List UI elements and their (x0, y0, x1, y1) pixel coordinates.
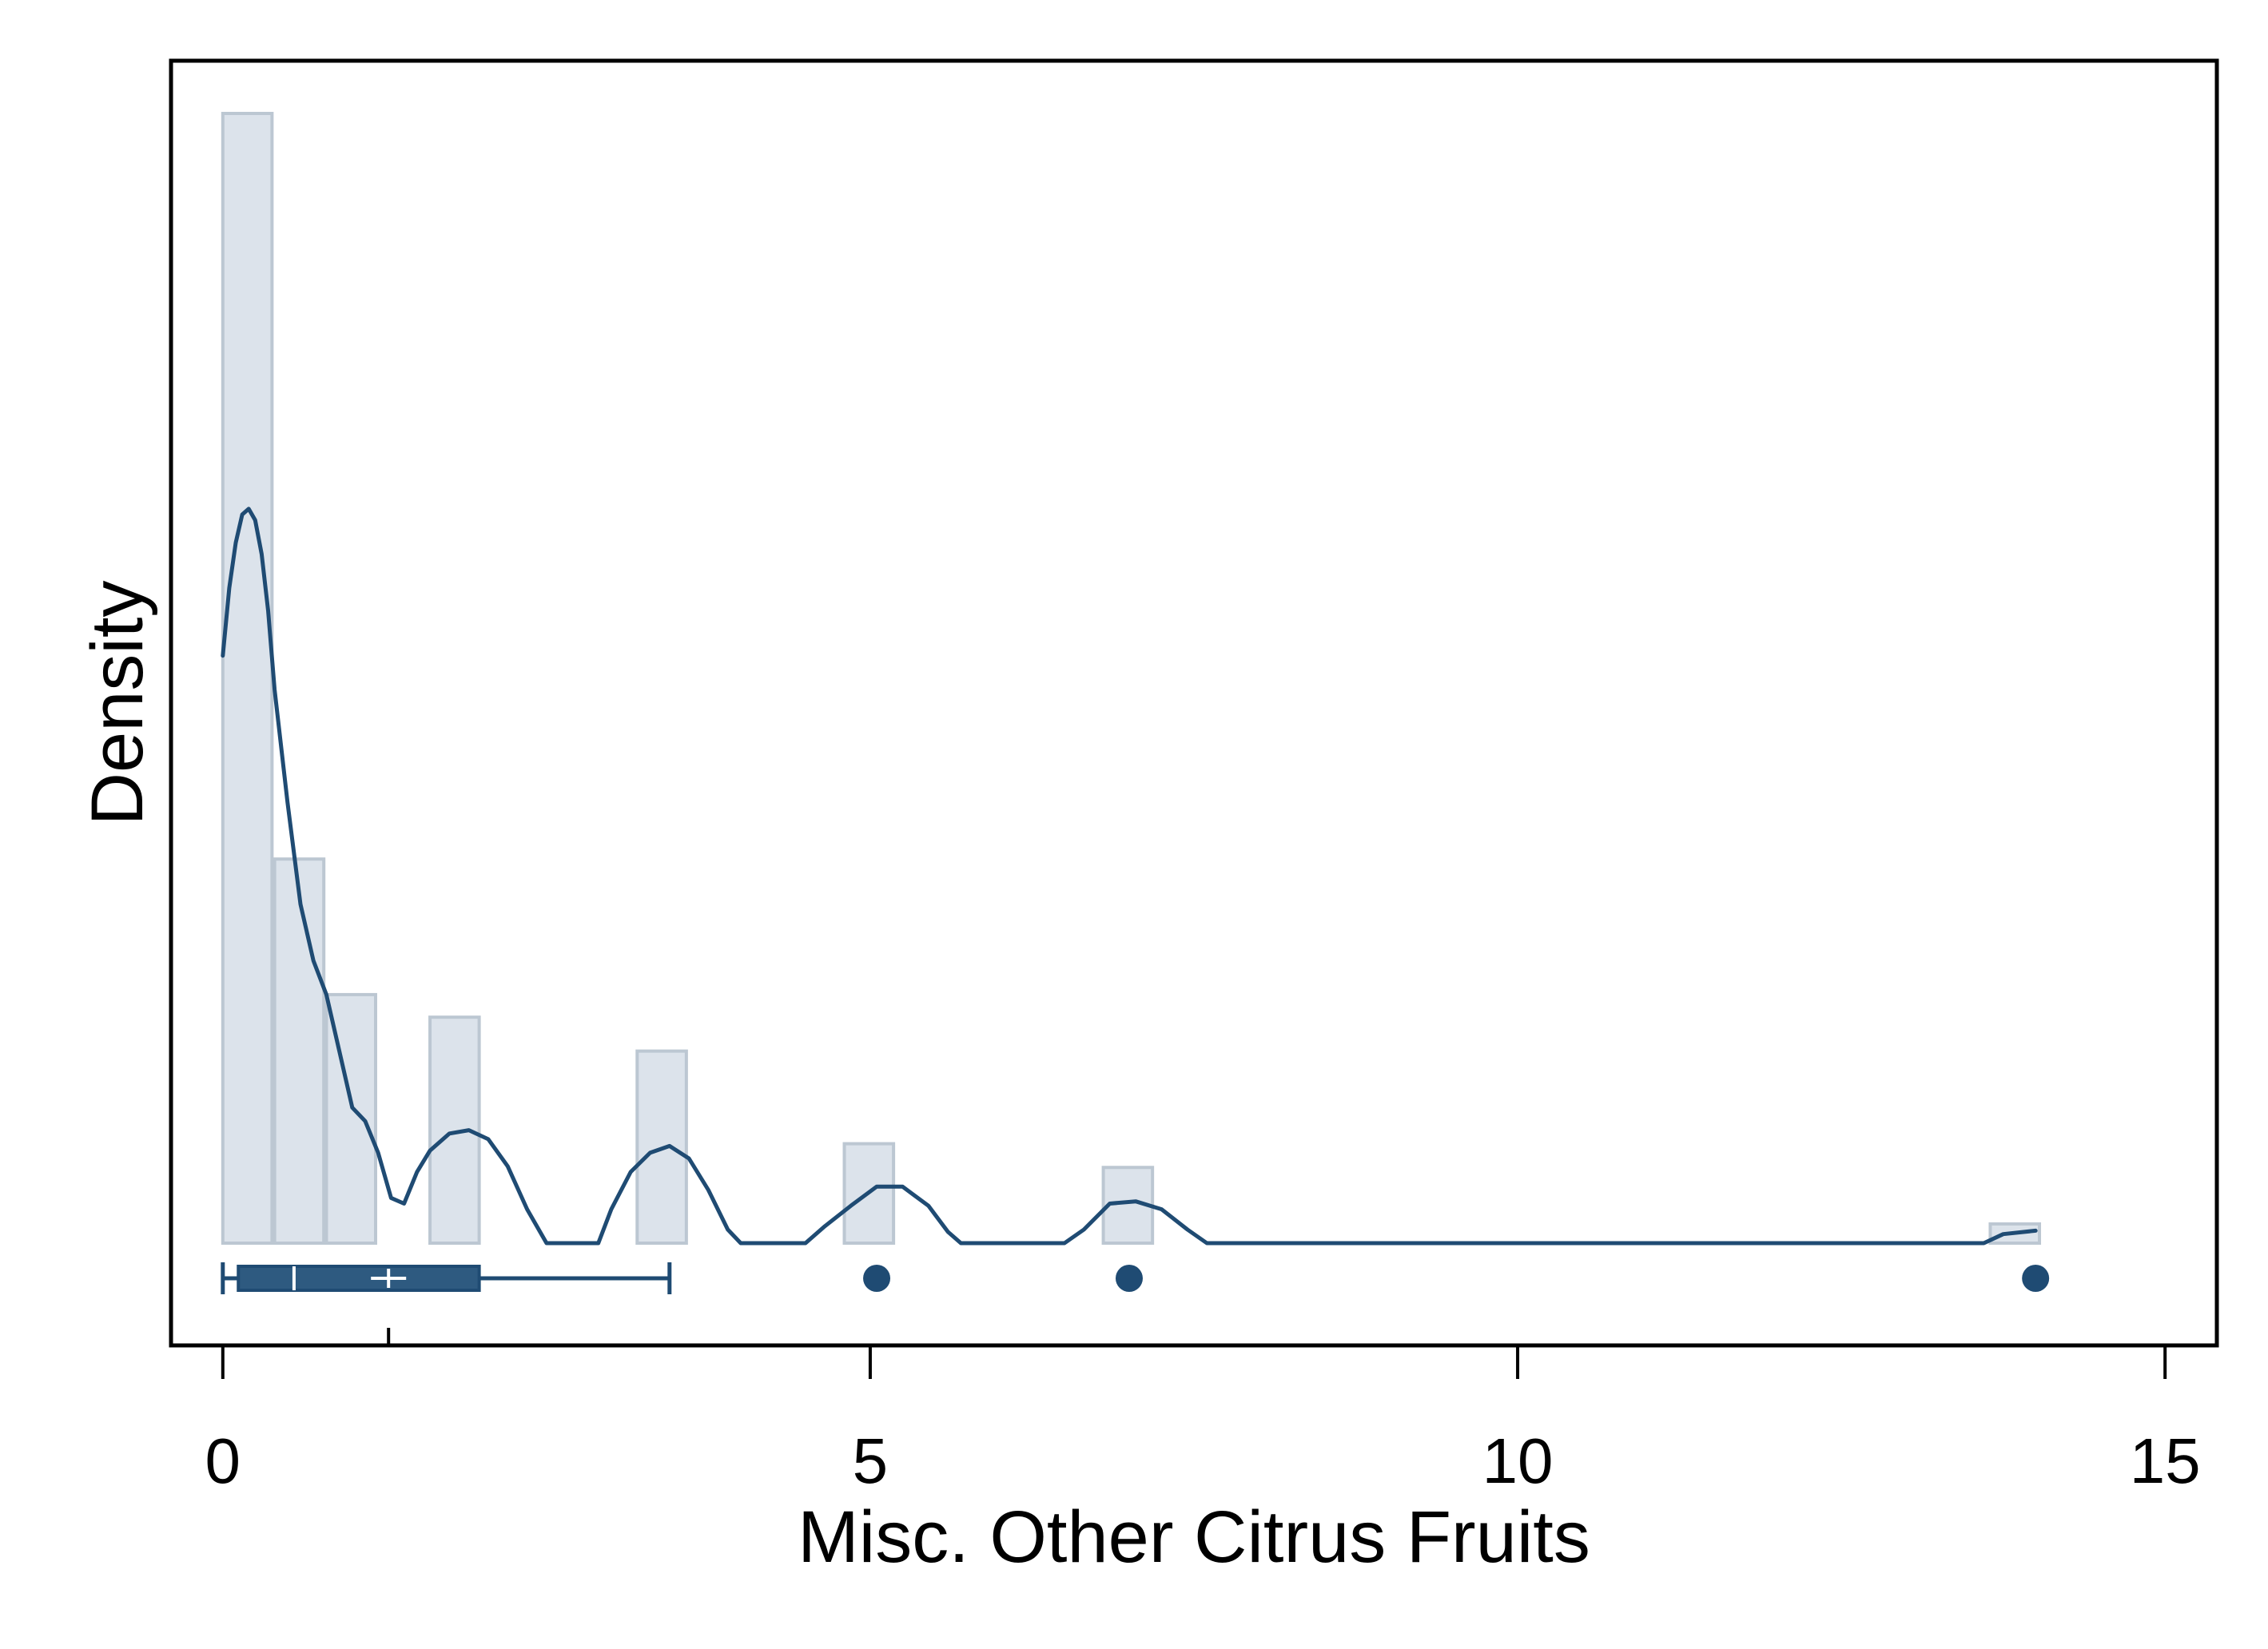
x-tick-label-5: 5 (853, 1425, 889, 1496)
histogram-bar-2 (273, 857, 326, 1245)
outlier-point-1 (863, 1265, 891, 1292)
x-tick-label-10: 10 (1482, 1425, 1554, 1496)
x-tick-label-0: 0 (205, 1425, 241, 1496)
histogram-bar-1 (221, 112, 274, 1245)
histogram-bars (221, 112, 2042, 1246)
density-curve (221, 507, 2038, 1246)
box-iqr (237, 1265, 481, 1292)
y-axis-title: Density (77, 581, 158, 826)
density-curve-layer (221, 507, 2038, 1246)
outlier-point-2 (1115, 1265, 1143, 1292)
x-axis-title: Misc. Other Citrus Fruits (798, 1496, 1590, 1578)
x-tick-label-15: 15 (2130, 1425, 2201, 1496)
outlier-point-3 (2022, 1265, 2050, 1292)
histogram-bar-8 (1988, 1222, 2042, 1246)
x-axis: 0 5 10 15 (205, 1328, 2201, 1496)
boxplot (221, 1262, 2050, 1294)
plot-frame (169, 58, 2219, 1348)
